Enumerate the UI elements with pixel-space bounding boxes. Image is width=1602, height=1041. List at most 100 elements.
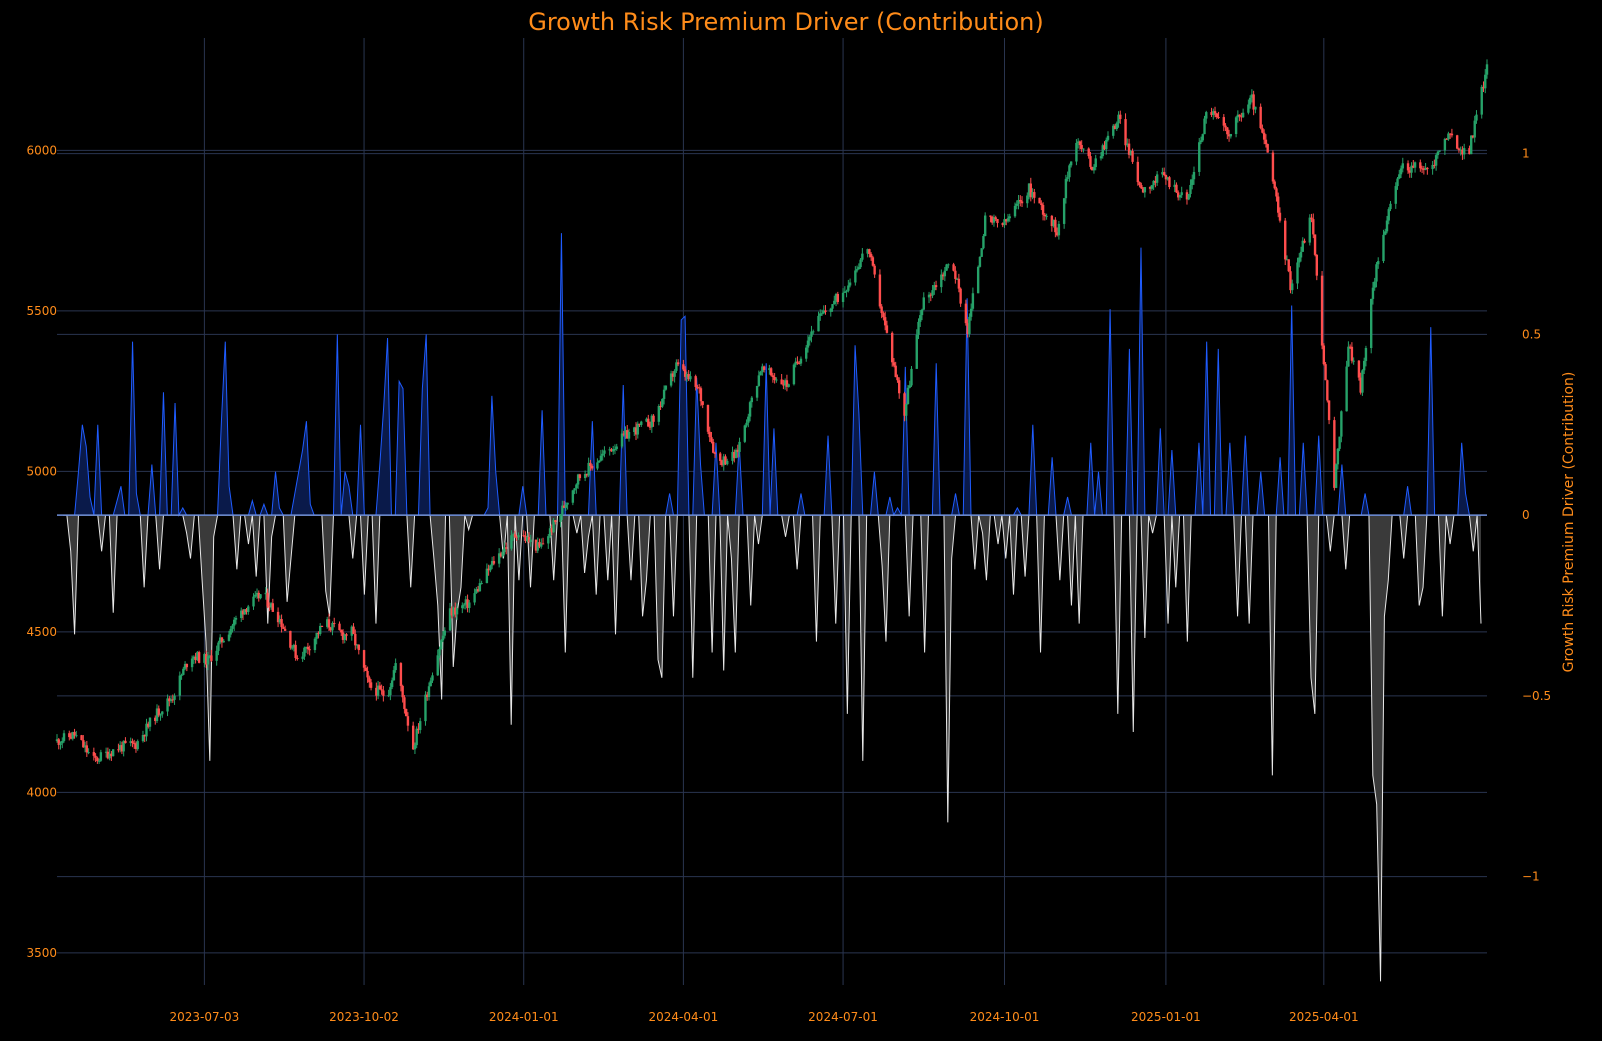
candle-body (575, 484, 578, 489)
candle-body (1173, 184, 1176, 188)
candle-body (1313, 234, 1317, 255)
candle-body (536, 542, 539, 551)
candle-body (1199, 140, 1203, 143)
candle-body (968, 316, 971, 335)
candle-body (406, 716, 410, 726)
candle-body (1312, 219, 1315, 235)
candle-body (426, 694, 429, 698)
candle-body (1426, 167, 1429, 170)
candle-body (1148, 187, 1152, 189)
candle-body (1259, 106, 1262, 129)
candle-body (1185, 192, 1189, 200)
candle-body (1436, 151, 1440, 156)
right-tick-label: −0.5 (1522, 689, 1551, 703)
candle-body (173, 695, 176, 700)
candle-body (601, 453, 604, 456)
candle-body (922, 297, 925, 310)
candle-body (443, 630, 446, 636)
candle-body (824, 310, 827, 312)
candle-body (99, 752, 103, 761)
candle-body (722, 456, 725, 466)
candle-body (1443, 138, 1447, 151)
candle-body (873, 265, 876, 275)
candle-body (1080, 145, 1083, 150)
candle-body (245, 609, 248, 612)
candle-body (808, 336, 811, 341)
candle-body (908, 385, 911, 388)
candle-body (313, 638, 317, 651)
candle-body (833, 300, 836, 305)
candle-body (1238, 114, 1241, 117)
candle-body (1176, 192, 1180, 198)
candle-body (996, 219, 999, 224)
candle-body (845, 290, 848, 292)
candle-body (1166, 177, 1169, 180)
candle-body (1222, 117, 1226, 126)
candle-body (1387, 209, 1390, 221)
candle-body (1412, 165, 1415, 168)
x-tick-label: 2023-07-03 (170, 1010, 240, 1024)
candle-body (1203, 118, 1206, 135)
candle-body (217, 642, 220, 651)
candle-body (583, 474, 587, 479)
candle-body (350, 626, 353, 636)
candle-body (1413, 162, 1417, 168)
candle-body (215, 650, 218, 661)
candle-body (775, 379, 778, 381)
candle-body (1287, 259, 1290, 272)
candle-body (689, 376, 692, 380)
candle-body (966, 323, 969, 335)
candle-body (847, 285, 850, 291)
candle-body (499, 553, 503, 557)
candle-body (380, 689, 383, 691)
candle-body (861, 253, 864, 260)
candle-body (206, 656, 210, 665)
candle-body (124, 740, 127, 744)
candle-body (1431, 164, 1434, 170)
candle-body (276, 611, 280, 623)
candle-body (738, 441, 741, 452)
x-tick-label: 2024-10-01 (970, 1010, 1040, 1024)
candle-body (1333, 420, 1336, 488)
right-tick-label: 1 (1522, 147, 1530, 161)
candle-body (234, 617, 238, 620)
candle-body (1191, 179, 1194, 186)
candle-body (1480, 86, 1483, 115)
candle-body (315, 632, 318, 639)
candle-body (991, 216, 994, 223)
candle-body (645, 418, 648, 422)
candle-body (782, 384, 785, 386)
candle-body (171, 699, 175, 701)
candle-body (240, 610, 243, 618)
candle-body (1040, 203, 1043, 206)
candle-body (768, 368, 771, 370)
candle-body (1117, 114, 1120, 124)
candle-body (269, 603, 273, 608)
candle-body (1398, 174, 1401, 179)
candle-body (1069, 161, 1073, 166)
candle-body (1278, 212, 1282, 221)
candle-body (1029, 183, 1033, 198)
candle-body (701, 401, 704, 405)
candle-body (1217, 116, 1220, 118)
candle-body (1078, 141, 1082, 146)
left-tick-label: 4000 (26, 785, 57, 799)
candle-body (931, 290, 934, 296)
candle-body (318, 625, 322, 635)
candle-body (943, 270, 947, 277)
candle-body (894, 365, 897, 378)
candle-body (1482, 86, 1485, 89)
candle-body (659, 405, 662, 407)
candle-body (129, 741, 132, 744)
candle-body (794, 361, 797, 365)
candle-body (92, 752, 96, 756)
candle-body (976, 266, 980, 294)
candle-body (919, 315, 922, 322)
candle-body (1262, 132, 1266, 140)
candle-body (773, 377, 776, 381)
candle-body (1164, 175, 1168, 180)
candle-body (576, 474, 580, 485)
candles (55, 59, 1489, 764)
candle-body (196, 652, 199, 661)
candle-body (989, 215, 992, 217)
